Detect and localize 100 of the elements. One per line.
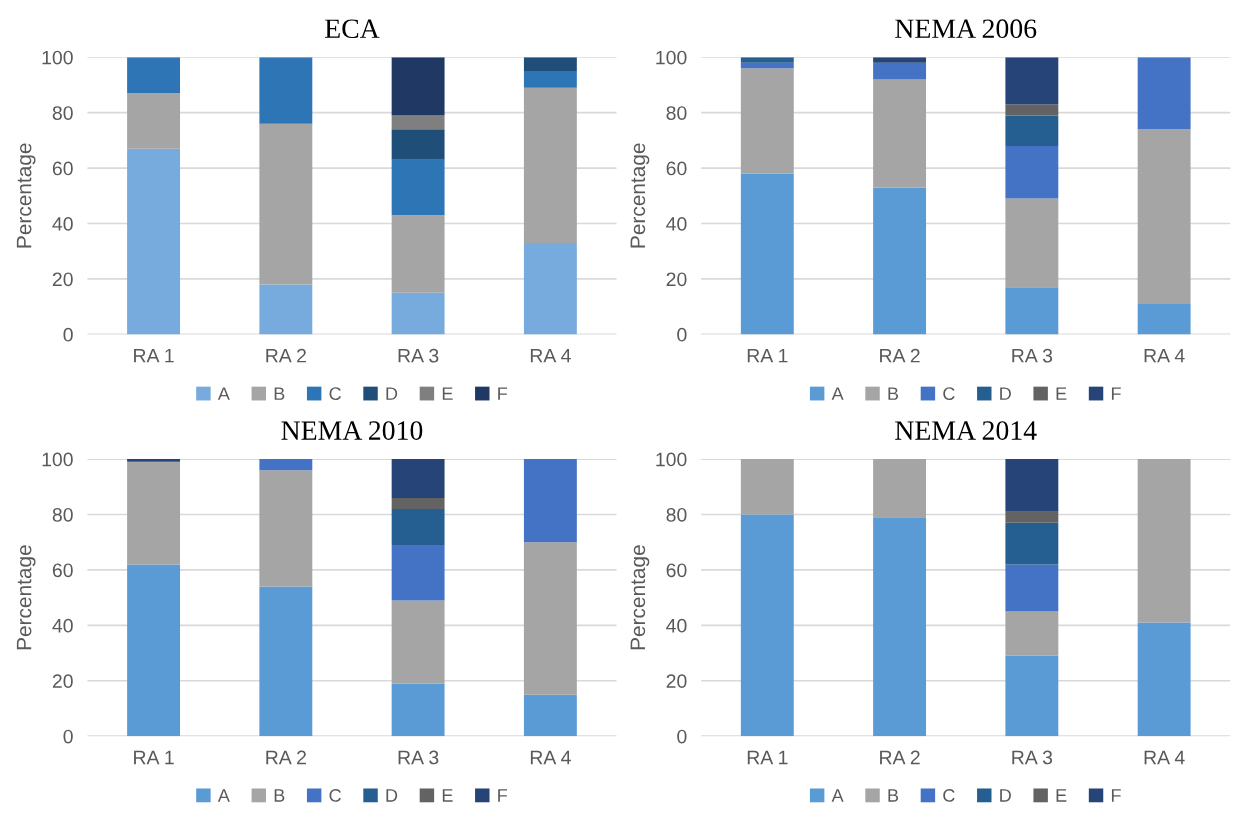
y-tick-label: 40 [666, 618, 687, 633]
bar [740, 459, 794, 515]
y-tick-label: 100 [656, 50, 687, 65]
legend-label: D [1000, 387, 1011, 400]
bar [391, 292, 445, 335]
chart-title: NEMA 2014 [895, 421, 1037, 440]
y-tick-label: 60 [52, 161, 73, 176]
legend-label: C [943, 387, 955, 401]
bar [391, 129, 445, 160]
legend-label: F [1111, 387, 1121, 400]
bar [259, 470, 313, 587]
y-tick-label: 0 [63, 327, 73, 342]
bar [1137, 459, 1191, 623]
bar [1005, 611, 1059, 656]
x-tick-label: RA 2 [266, 750, 306, 765]
legend-label: B [274, 387, 285, 400]
y-tick-label: 80 [666, 507, 687, 522]
x-tick-label: RA 3 [1012, 348, 1053, 363]
bar [1005, 655, 1059, 737]
bar [391, 508, 445, 545]
bar [523, 542, 577, 695]
bar [523, 459, 577, 543]
y-axis-title: Percentage [630, 545, 650, 650]
x-tick-label: RA 1 [134, 348, 174, 363]
x-tick-label: RA 3 [398, 750, 439, 765]
legend-label: E [1056, 789, 1067, 802]
bar [391, 600, 445, 684]
y-tick-label: 20 [52, 674, 73, 689]
bar [873, 79, 927, 188]
y-tick-label: 100 [42, 50, 73, 65]
bar [1005, 145, 1059, 199]
bar [523, 242, 577, 335]
bar [1137, 129, 1191, 304]
legend-label: B [888, 387, 899, 400]
legend-label: A [217, 387, 230, 400]
y-tick-label: 80 [52, 106, 73, 120]
bar [523, 694, 577, 737]
bar [523, 57, 577, 72]
x-tick-label: RA 3 [1012, 750, 1053, 765]
legend-label: D [386, 387, 398, 400]
bar [740, 514, 794, 737]
x-tick-label: RA 2 [266, 348, 306, 363]
x-tick-label: RA 4 [1144, 750, 1185, 765]
chart-title: NEMA 2006 [895, 19, 1037, 39]
bar [523, 87, 577, 243]
x-tick-label: RA 4 [530, 750, 571, 765]
y-tick-label: 60 [52, 563, 73, 578]
bar [1005, 287, 1059, 335]
bar [1005, 104, 1059, 116]
chart-title: ECA [325, 19, 380, 39]
legend-label: A [831, 789, 844, 802]
bar [391, 115, 445, 130]
bar [127, 57, 181, 94]
y-tick-label: 20 [666, 272, 687, 287]
bar [391, 544, 445, 601]
y-tick-label: 80 [52, 507, 73, 522]
y-tick-label: 80 [666, 106, 687, 120]
bar [127, 564, 181, 737]
legend-label: C [329, 789, 341, 802]
y-tick-label: 20 [666, 674, 687, 689]
legend-label: D [386, 789, 398, 802]
bar [1005, 115, 1059, 146]
bar [740, 62, 794, 69]
bar [1005, 198, 1059, 288]
bar [740, 57, 794, 63]
x-tick-label: RA 2 [880, 348, 920, 363]
x-tick-label: RA 3 [398, 348, 439, 363]
chart-title: NEMA 2010 [281, 421, 423, 440]
legend-label: C [943, 789, 955, 802]
legend-label: E [1056, 387, 1067, 400]
y-axis-title: Percentage [630, 143, 650, 248]
legend-label: D [1000, 789, 1011, 802]
bar [391, 683, 445, 737]
y-tick-label: 0 [677, 729, 687, 744]
legend-label: B [274, 789, 285, 802]
legend-label: E [442, 789, 453, 802]
bar [259, 57, 313, 124]
bar [259, 284, 313, 335]
bar [127, 93, 181, 149]
legend-label: E [442, 387, 453, 400]
bar [1005, 511, 1059, 523]
y-tick-label: 40 [666, 217, 687, 231]
bar [873, 187, 927, 335]
y-tick-label: 0 [63, 729, 73, 744]
x-tick-label: RA 4 [1144, 348, 1185, 363]
y-tick-label: 40 [52, 217, 73, 231]
bar [391, 159, 445, 216]
bar [873, 62, 927, 80]
x-tick-label: RA 2 [880, 750, 920, 765]
y-tick-label: 60 [666, 161, 687, 176]
bar [127, 461, 181, 565]
x-tick-label: RA 1 [747, 750, 788, 765]
bar [1137, 303, 1191, 335]
bar [873, 517, 927, 737]
y-tick-label: 100 [656, 452, 687, 467]
legend-label: F [498, 387, 508, 400]
bar [1005, 459, 1059, 512]
bar [740, 68, 794, 174]
x-tick-label: RA 1 [134, 750, 174, 765]
bar [391, 57, 445, 116]
